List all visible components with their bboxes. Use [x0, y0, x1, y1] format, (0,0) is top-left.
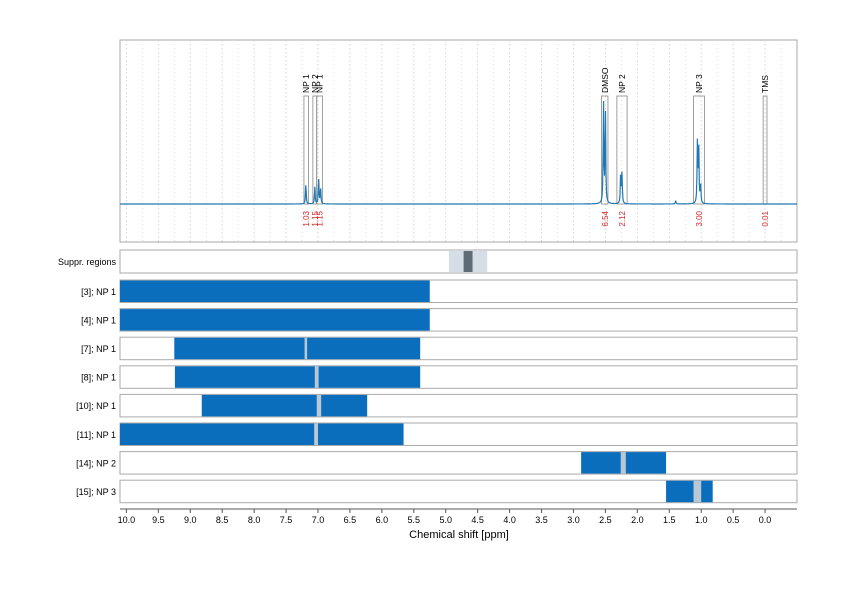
region-bar: [120, 423, 404, 445]
peak-region-box: [693, 95, 705, 205]
overlap-band: [620, 452, 626, 474]
x-tick-label: 10.0: [118, 515, 136, 525]
x-tick-label: 9.0: [184, 515, 197, 525]
row-frame: [119, 479, 798, 504]
x-tick-label: 9.5: [152, 515, 165, 525]
region-rows: [3]; NP 1 [4]; NP 1 [7]; NP 1 [8]; NP 1 [10]…: [76, 279, 798, 504]
peak-label: NP 3: [694, 74, 704, 93]
region-bar: [174, 366, 421, 388]
row-label: [4]; NP 1: [81, 315, 116, 325]
integral-label: 1.15: [311, 210, 320, 226]
overlap-band: [693, 480, 702, 503]
x-tick-label: 2.5: [599, 515, 612, 525]
x-tick-label: 2.0: [631, 515, 644, 525]
x-tick-label: 8.5: [216, 515, 229, 525]
x-tick-label: 5.5: [408, 515, 421, 525]
peak-region-box: [316, 95, 323, 205]
region-row: [15]; NP 3: [76, 479, 798, 504]
x-tick-label: 0.5: [727, 515, 740, 525]
row-frame: [119, 451, 798, 475]
x-tick-label: 6.5: [344, 515, 357, 525]
x-tick-label: 1.5: [663, 515, 676, 525]
integral-label: 3.00: [695, 210, 704, 226]
row-label: Suppr. regions: [58, 257, 117, 267]
integral-label: 1.15: [316, 210, 325, 226]
x-tick-label: 4.5: [471, 515, 484, 525]
row-label: [3]; NP 1: [81, 287, 116, 297]
row-label: [14]; NP 2: [76, 458, 116, 468]
x-tick-label: 1.0: [695, 515, 708, 525]
overlap-band: [304, 337, 308, 360]
peak-label: NP 1: [301, 74, 311, 93]
region-bar: [201, 394, 368, 417]
x-tick-label: 7.5: [280, 515, 293, 525]
region-row: [14]; NP 2: [76, 451, 798, 475]
spectrum-trace: [120, 100, 797, 205]
peak-region-box: [616, 95, 628, 205]
row-label: [7]; NP 1: [81, 344, 116, 354]
peak-region-box: [601, 95, 609, 205]
integral-label: 1.03: [302, 210, 311, 226]
x-tick-label: 3.0: [567, 515, 580, 525]
peak-label: NP 2: [617, 74, 627, 93]
row-label: [11]; NP 1: [77, 430, 116, 440]
region-row: [10]; NP 1: [76, 393, 798, 418]
region-bar: [174, 337, 421, 360]
spectrum-frame: [119, 39, 798, 243]
region-bar: [666, 480, 713, 503]
suppression-inner: [463, 251, 473, 272]
x-axis-label: Chemical shift [ppm]: [409, 529, 509, 541]
region-row: [3]; NP 1: [81, 279, 798, 303]
suppression-regions-row: Suppr. regions: [58, 249, 798, 274]
x-tick-label: 0.0: [759, 515, 772, 525]
integral-label: 0.01: [761, 210, 770, 226]
integral-label: 6.54: [601, 210, 610, 226]
region-row: [8]; NP 1: [81, 365, 798, 389]
peak-label: NP 1: [315, 74, 325, 93]
row-label: [8]; NP 1: [81, 373, 116, 383]
overlap-band: [314, 366, 319, 388]
x-tick-label: 5.0: [439, 515, 452, 525]
peak-label: TMS: [760, 75, 770, 93]
overlap-band: [314, 423, 318, 445]
x-tick-label: 3.5: [535, 515, 548, 525]
region-bar: [120, 280, 430, 302]
spectrum-panel: NP 1 1.03 NP 2 1.15 NP 1 1.15 DMSO 6.54 NP 2 2.12…: [119, 39, 798, 243]
region-row: [11]; NP 1: [77, 422, 798, 446]
x-tick-label: 6.0: [376, 515, 389, 525]
overlap-band: [316, 394, 322, 417]
peak-label: NP 2: [310, 74, 320, 93]
region-bar: [120, 309, 430, 331]
region-row: [4]; NP 1: [81, 308, 798, 332]
x-tick-label: 8.0: [248, 515, 261, 525]
x-tick-label: 7.0: [312, 515, 325, 525]
peak-region-box: [303, 95, 309, 205]
x-axis: 10.0 9.5 9.0 8.5 8.0 7.5 7.0 6.5 6.0 5.5 5.0 4.5 4.0…: [118, 508, 797, 525]
integral-label: 2.12: [618, 210, 627, 226]
row-label: [15]; NP 3: [76, 487, 116, 497]
row-label: [10]; NP 1: [76, 401, 116, 411]
region-row: [7]; NP 1: [81, 336, 798, 361]
peak-label: DMSO: [600, 67, 610, 93]
x-tick-label: 4.0: [503, 515, 516, 525]
